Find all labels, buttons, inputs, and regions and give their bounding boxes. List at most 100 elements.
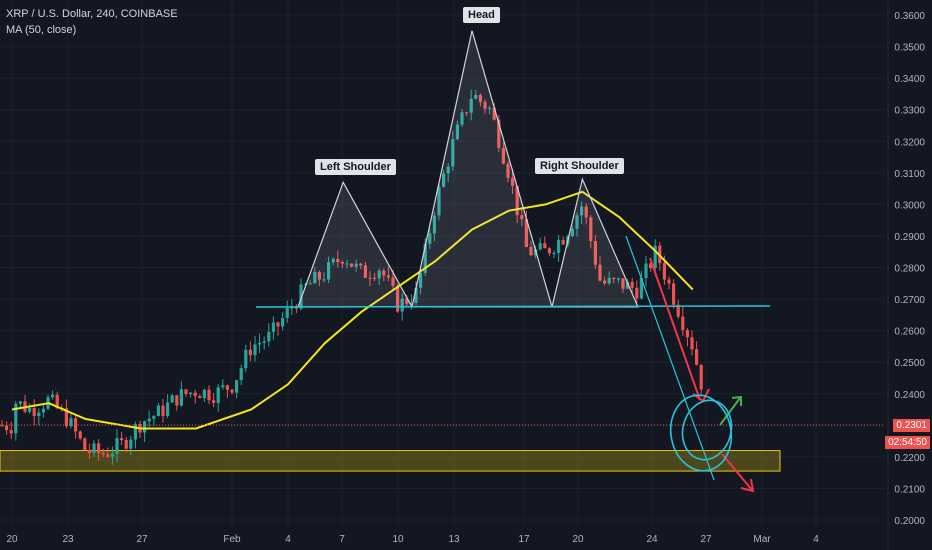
time-tick-label: 27 [700,534,712,545]
candle-body [115,438,119,454]
price-tick-label: 0.2900 [894,232,925,243]
candle-body [97,443,101,453]
candle-body [317,271,321,280]
neckline [255,305,771,308]
candle-body [469,98,473,113]
candle-body [589,217,593,242]
candle-body [212,400,216,403]
moving-average-line [11,190,694,430]
candle-body [299,284,303,309]
candle-body [681,316,685,331]
candle-body [575,215,579,229]
candle-body [106,454,110,457]
candle-body [230,389,234,393]
candle-body [271,322,275,332]
candle-body [244,349,248,369]
indicator-label: MA (50, close) [6,24,77,36]
time-tick-label: 23 [62,534,74,545]
right-shoulder-label: Right Shoulder [535,158,624,174]
candle-body [225,385,229,390]
left-shoulder-label: Left Shoulder [315,159,396,175]
candle-body [156,405,160,417]
candle-body [0,425,4,427]
candle-body [281,318,285,327]
candle-body [396,285,400,312]
bar-countdown: 02:54:50 [885,436,930,449]
candle-body [598,264,602,281]
price-axis[interactable]: 0.3600 0.3500 0.3400 0.3300 0.3200 0.3100 0.30… [887,0,925,550]
candle-body [465,112,469,114]
candle-body [184,389,188,395]
candle-body [179,389,183,406]
candle-body [506,163,510,178]
candle-body [308,283,312,285]
candle-body [497,119,501,148]
time-tick-label: 27 [136,534,148,545]
candle-body [667,279,671,284]
candle-body [331,258,335,263]
candle-body [313,271,317,284]
candle-body [152,416,156,419]
head-and-shoulders-pattern [297,30,639,308]
candle-body [685,330,689,338]
arrowhead-lower [740,478,755,493]
highlight-circle-inner [681,399,733,461]
candle-body [377,270,381,279]
candle-body [552,252,556,254]
candle-body [561,239,565,245]
candle-body [451,139,455,167]
highlight-circle-outer [669,394,733,472]
price-tick-label: 0.3000 [894,200,925,211]
time-axis[interactable]: 20 23 27 Feb 4 7 10 13 17 20 24 27 Mar 4 [6,534,819,545]
candle-body [593,241,597,265]
candle-body [400,298,404,312]
candle-body [474,95,478,99]
candle-body [69,418,73,427]
price-tick-label: 0.2000 [894,516,925,527]
candle-body [83,438,87,451]
time-tick-label: 13 [448,534,460,545]
candle-body [612,277,616,279]
grid-lines [0,0,885,527]
candle-body [78,431,82,439]
candle-body [147,418,151,422]
candle-body [649,263,653,268]
candle-body [653,245,657,268]
candle-body [580,206,584,216]
candle-body [202,389,206,399]
head-triangle [411,30,553,308]
candle-body [695,349,699,365]
candle-body [239,368,243,381]
candle-body [340,262,344,264]
candle-body [529,246,533,256]
time-tick-label: 20 [6,534,18,545]
candle-body [423,243,427,273]
candle-body [161,405,165,416]
candle-body [520,215,524,220]
candle-body [501,147,505,164]
candle-body [354,263,358,267]
candle-body [262,341,266,343]
trend-line [625,235,715,481]
candle-body [120,438,124,440]
symbol-title: XRP / U.S. Dollar, 240, COINBASE [6,8,178,20]
candle-body [143,421,147,433]
time-tick-label: Mar [753,534,771,545]
candle-body [235,380,239,393]
candle-body [253,344,257,356]
candle-body [327,262,331,280]
candle-body [101,452,105,455]
time-tick-label: 17 [518,534,530,545]
arrowhead-up [731,395,742,406]
candle-body [37,412,41,417]
candle-body [5,425,9,431]
candle-body [294,307,298,309]
candle-body [409,302,413,304]
candle-body [488,107,492,109]
left-shoulder-triangle [297,180,414,308]
candle-body [607,277,611,284]
candle-body [419,272,423,288]
price-tick-label: 0.2600 [894,327,925,338]
candle-body [543,243,547,249]
